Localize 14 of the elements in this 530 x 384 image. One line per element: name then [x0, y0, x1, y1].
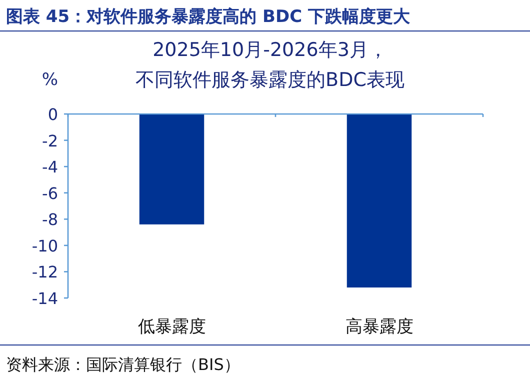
y-tick-label: -12 [32, 262, 58, 282]
y-axis-title: % [42, 70, 58, 90]
y-tick-label: -6 [42, 184, 58, 203]
y-tick-label: 0 [48, 105, 58, 124]
x-tick-label: 低暴露度 [138, 317, 206, 337]
chart-subtitle: 2025年10月-2026年3月，不同软件服务暴露度的BDC表现 [136, 39, 404, 91]
y-tick-label: -2 [42, 131, 58, 150]
y-tick-label: -4 [42, 158, 58, 177]
chart-title: 图表 45：对软件服务暴露度高的 BDC 下跌幅度更大 [6, 7, 411, 27]
y-tick-label: -10 [32, 236, 58, 256]
y-tick-label: -14 [32, 289, 58, 308]
text: 资料来源：国际清算银行（BIS） [6, 355, 240, 374]
x-tick-label: 高暴露度 [345, 317, 414, 337]
y-tick-label: -8 [42, 210, 58, 230]
